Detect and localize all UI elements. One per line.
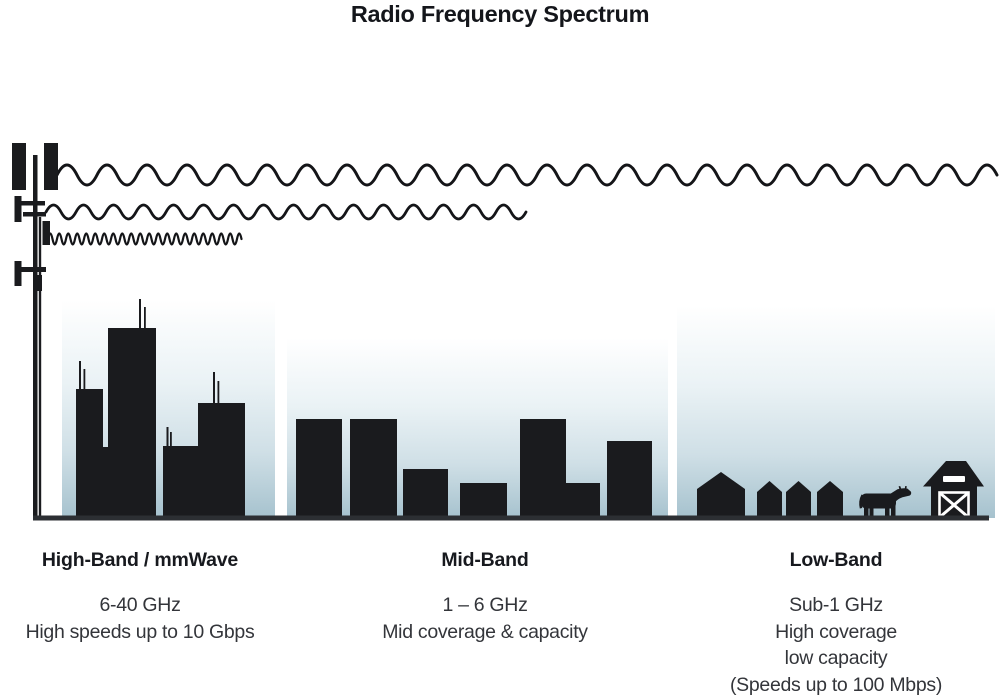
midrise-buildings-icon: [296, 419, 652, 518]
high-band-title: High-Band / mmWave: [41, 549, 239, 571]
mid-band-label-block: Mid-Band 1 – 6 GHz Mid coverage & capaci…: [382, 549, 588, 645]
low-band-capacity: low capacity: [784, 647, 888, 669]
page-title: Radio Frequency Spectrum: [350, 1, 650, 27]
radio-waves: [44, 163, 999, 246]
house-icon: [757, 481, 782, 518]
high-band-frequency: 6-40 GHz: [99, 594, 181, 616]
high-band-label-block: High-Band / mmWave 6-40 GHz High speeds …: [26, 549, 255, 645]
high-band-description: High speeds up to 10 Gbps: [25, 620, 255, 643]
house-icon: [697, 472, 745, 518]
low-band-coverage: High coverage: [775, 620, 897, 643]
low-band-frequency: Sub-1 GHz: [789, 594, 883, 616]
mid-band-title: Mid-Band: [441, 549, 529, 571]
rural-houses-barn-cow-icon: [697, 461, 984, 519]
cell-tower-icon: [12, 143, 58, 518]
cow-icon: [859, 486, 912, 518]
low-band-title: Low-Band: [789, 549, 883, 571]
spectrum-illustration: [12, 143, 999, 521]
barn-icon: [923, 461, 984, 519]
mid-band-description: Mid coverage & capacity: [382, 620, 588, 643]
city-skyscrapers-icon: [76, 299, 245, 518]
medium-wavelength-wave-icon: [44, 203, 528, 221]
low-band-speed: (Speeds up to 100 Mbps): [729, 673, 943, 696]
mid-band-frequency: 1 – 6 GHz: [442, 594, 528, 616]
short-wavelength-wave-icon: [46, 232, 243, 246]
house-icon: [786, 481, 811, 518]
house-icon: [817, 481, 843, 518]
long-wavelength-wave-icon: [55, 163, 999, 187]
ground-line: [33, 515, 989, 521]
low-band-label-block: Low-Band Sub-1 GHz High coverage low cap…: [730, 549, 942, 698]
